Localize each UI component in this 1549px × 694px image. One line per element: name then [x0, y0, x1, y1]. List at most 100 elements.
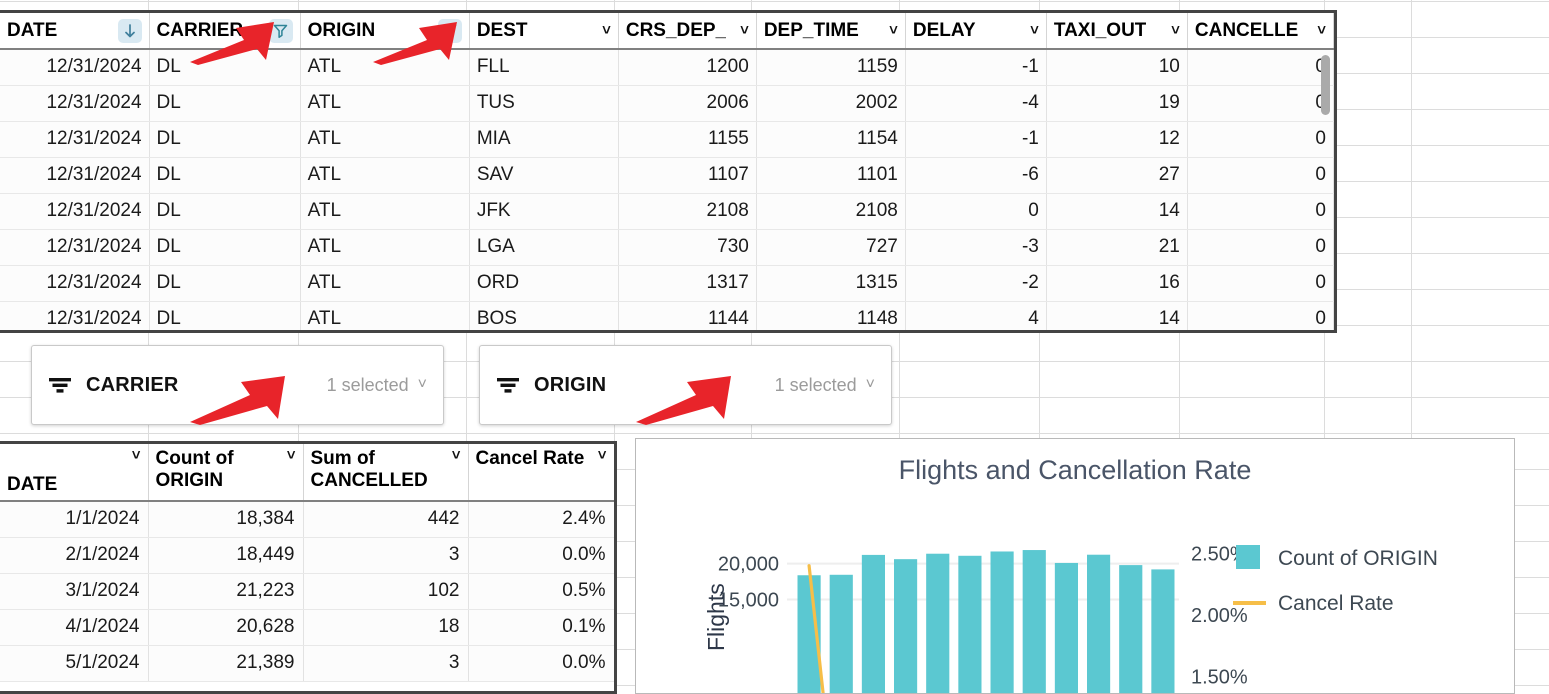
- table-row[interactable]: 12/31/2024 DL ATL LGA 730 727 -3 21 0: [0, 229, 1334, 266]
- table-cell[interactable]: 1155: [618, 121, 757, 158]
- table-cell[interactable]: DL: [149, 49, 301, 86]
- slicer-carrier[interactable]: CARRIER 1 selected ˅: [31, 345, 444, 425]
- table-cell[interactable]: 1159: [756, 49, 906, 86]
- table-cell[interactable]: 2.4%: [468, 501, 614, 538]
- table-cell[interactable]: 21,389: [148, 645, 304, 682]
- table-cell[interactable]: 14: [1046, 301, 1188, 330]
- slicer-selection[interactable]: 1 selected ˅: [775, 375, 875, 396]
- table-cell[interactable]: 3/1/2024: [0, 573, 149, 610]
- flights-cancellation-chart[interactable]: Flights and Cancellation Rate 20,000 15,0…: [635, 438, 1515, 694]
- column-header-carrier[interactable]: CARRIER: [149, 13, 301, 50]
- table-cell[interactable]: 0.5%: [468, 573, 614, 610]
- table-cell[interactable]: DL: [149, 85, 301, 122]
- table-row[interactable]: 12/31/2024 DL ATL SAV 1107 1101 -6 27 0: [0, 157, 1334, 194]
- chevron-down-icon[interactable]: ˅: [1317, 22, 1326, 39]
- table-cell[interactable]: ATL: [300, 265, 470, 302]
- table-cell[interactable]: 1317: [618, 265, 757, 302]
- chevron-down-icon[interactable]: ˅: [451, 447, 461, 464]
- table-cell[interactable]: 0.1%: [468, 609, 614, 646]
- table-cell[interactable]: SAV: [469, 157, 619, 194]
- table-cell[interactable]: LGA: [469, 229, 619, 266]
- chart-bar[interactable]: [1119, 565, 1143, 694]
- slicer-selection[interactable]: 1 selected ˅: [327, 375, 427, 396]
- chevron-down-icon[interactable]: ˅: [602, 22, 611, 39]
- table-cell[interactable]: 12: [1046, 121, 1188, 158]
- table-row[interactable]: 2/1/2024 18,449 3 0.0%: [0, 537, 614, 574]
- table-row[interactable]: 5/1/2024 21,389 3 0.0%: [0, 645, 614, 682]
- table-cell[interactable]: 3: [303, 537, 469, 574]
- table-cell[interactable]: ATL: [300, 193, 470, 230]
- table-cell[interactable]: 0.0%: [468, 537, 614, 574]
- table-cell[interactable]: FLL: [469, 49, 619, 86]
- table-cell[interactable]: 12/31/2024: [0, 157, 150, 194]
- chart-bar[interactable]: [1022, 550, 1046, 694]
- table-cell[interactable]: 727: [756, 229, 906, 266]
- chevron-down-icon[interactable]: ˅: [1171, 22, 1180, 39]
- column-header-date[interactable]: DATE: [0, 13, 150, 50]
- table-cell[interactable]: BOS: [469, 301, 619, 330]
- chart-bar[interactable]: [958, 555, 982, 694]
- table-cell[interactable]: 16: [1046, 265, 1188, 302]
- legend-label-count-of-origin[interactable]: Count of ORIGIN: [1278, 547, 1438, 570]
- table-vertical-scrollbar[interactable]: [1321, 55, 1330, 115]
- pivot-column-header-sum-of-cancelled[interactable]: Sum of CANCELLED ˅: [303, 444, 469, 502]
- table-cell[interactable]: ATL: [300, 121, 470, 158]
- table-cell[interactable]: ATL: [300, 157, 470, 194]
- chart-bar[interactable]: [894, 559, 918, 694]
- chevron-down-icon[interactable]: ˅: [131, 447, 141, 464]
- table-row[interactable]: 4/1/2024 20,628 18 0.1%: [0, 609, 614, 646]
- table-cell[interactable]: 0: [1187, 121, 1334, 158]
- table-cell[interactable]: 5/1/2024: [0, 645, 149, 682]
- table-row[interactable]: 1/1/2024 18,384 442 2.4%: [0, 501, 614, 538]
- table-cell[interactable]: 21,223: [148, 573, 304, 610]
- table-cell[interactable]: 12/31/2024: [0, 193, 150, 230]
- chart-bar[interactable]: [1054, 562, 1078, 694]
- table-cell[interactable]: DL: [149, 229, 301, 266]
- chevron-down-icon[interactable]: ˅: [286, 447, 296, 464]
- pivot-column-header-count-of-origin[interactable]: Count of ORIGIN ˅: [148, 444, 304, 502]
- table-cell[interactable]: 2108: [756, 193, 906, 230]
- chart-bar[interactable]: [1087, 554, 1111, 694]
- table-cell[interactable]: 18,384: [148, 501, 304, 538]
- chart-bar[interactable]: [829, 574, 853, 694]
- slicer-origin[interactable]: ORIGIN 1 selected ˅: [479, 345, 892, 425]
- table-cell[interactable]: 20,628: [148, 609, 304, 646]
- chevron-down-icon[interactable]: ˅: [417, 376, 427, 393]
- table-cell[interactable]: DL: [149, 265, 301, 302]
- chevron-down-icon[interactable]: ˅: [1030, 22, 1039, 39]
- table-cell[interactable]: 0: [1187, 301, 1334, 330]
- chevron-down-icon[interactable]: ˅: [740, 22, 749, 39]
- table-cell[interactable]: 12/31/2024: [0, 265, 150, 302]
- table-cell[interactable]: 1144: [618, 301, 757, 330]
- table-cell[interactable]: ATL: [300, 49, 470, 86]
- table-cell[interactable]: DL: [149, 157, 301, 194]
- table-cell[interactable]: -3: [905, 229, 1047, 266]
- column-header-dest[interactable]: DEST ˅: [469, 13, 619, 50]
- table-cell[interactable]: 0: [1187, 229, 1334, 266]
- table-cell[interactable]: 2108: [618, 193, 757, 230]
- table-cell[interactable]: ORD: [469, 265, 619, 302]
- flights-data-table[interactable]: DATE CARRIER: [0, 10, 1337, 333]
- column-header-delay[interactable]: DELAY ˅: [905, 13, 1047, 50]
- pivot-summary-table[interactable]: DATE ˅ Count of ORIGIN ˅ Sum of CANCELLE…: [0, 441, 617, 694]
- table-cell[interactable]: 1148: [756, 301, 906, 330]
- table-cell[interactable]: ATL: [300, 85, 470, 122]
- table-cell[interactable]: 12/31/2024: [0, 85, 150, 122]
- pivot-column-header-date[interactable]: DATE ˅: [0, 444, 149, 502]
- table-cell[interactable]: 2006: [618, 85, 757, 122]
- table-cell[interactable]: 0: [1187, 49, 1334, 86]
- table-cell[interactable]: 18,449: [148, 537, 304, 574]
- chevron-down-icon[interactable]: ˅: [597, 447, 607, 464]
- filter-icon[interactable]: [437, 18, 462, 43]
- pivot-column-header-cancel-rate[interactable]: Cancel Rate ˅: [468, 444, 614, 502]
- chart-bar[interactable]: [990, 551, 1014, 694]
- table-cell[interactable]: 102: [303, 573, 469, 610]
- table-cell[interactable]: -1: [905, 49, 1047, 86]
- table-cell[interactable]: 0: [1187, 265, 1334, 302]
- table-cell[interactable]: 0: [1187, 193, 1334, 230]
- chart-bar[interactable]: [861, 554, 885, 694]
- table-cell[interactable]: 14: [1046, 193, 1188, 230]
- table-cell[interactable]: 12/31/2024: [0, 301, 150, 330]
- chevron-down-icon[interactable]: ˅: [865, 376, 875, 393]
- table-row[interactable]: 12/31/2024 DL ATL MIA 1155 1154 -1 12 0: [0, 121, 1334, 158]
